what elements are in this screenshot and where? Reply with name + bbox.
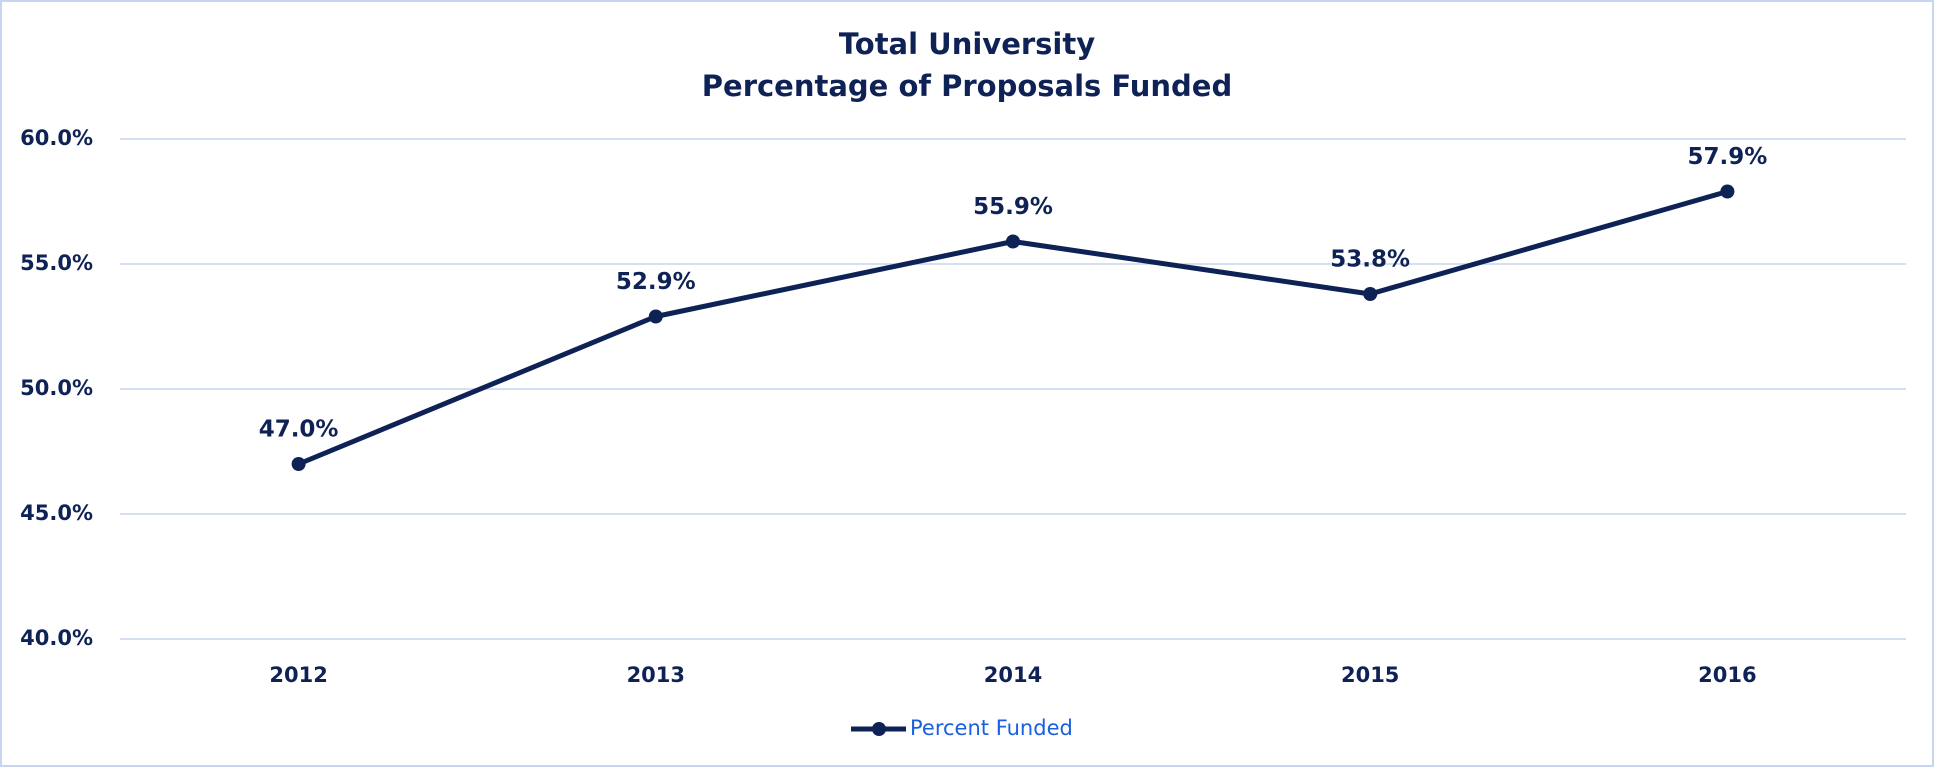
data-point (1363, 287, 1378, 301)
x-tick-label: 2012 (269, 663, 327, 687)
x-tick-label: 2013 (627, 663, 685, 687)
data-label: 57.9% (1688, 144, 1768, 170)
chart-title: Percentage of Proposals Funded (702, 69, 1232, 103)
data-label: 47.0% (259, 417, 339, 443)
y-tick-label: 50.0% (20, 376, 93, 400)
y-tick-label: 55.0% (20, 251, 93, 275)
data-point (1006, 234, 1020, 249)
legend-marker (872, 722, 886, 736)
data-label: 52.9% (616, 269, 696, 295)
chart-title: Total University (839, 27, 1095, 61)
y-tick-label: 60.0% (20, 126, 93, 150)
data-label: 53.8% (1330, 247, 1410, 273)
data-point (291, 457, 306, 471)
x-tick-label: 2015 (1341, 663, 1399, 687)
data-label: 55.9% (973, 194, 1053, 220)
y-tick-label: 45.0% (20, 501, 93, 525)
y-tick-label: 40.0% (20, 626, 93, 650)
legend-label: Percent Funded (910, 716, 1073, 740)
data-point (1720, 184, 1735, 199)
x-tick-label: 2014 (984, 663, 1042, 687)
x-tick-label: 2016 (1698, 663, 1756, 687)
data-point (648, 309, 663, 324)
